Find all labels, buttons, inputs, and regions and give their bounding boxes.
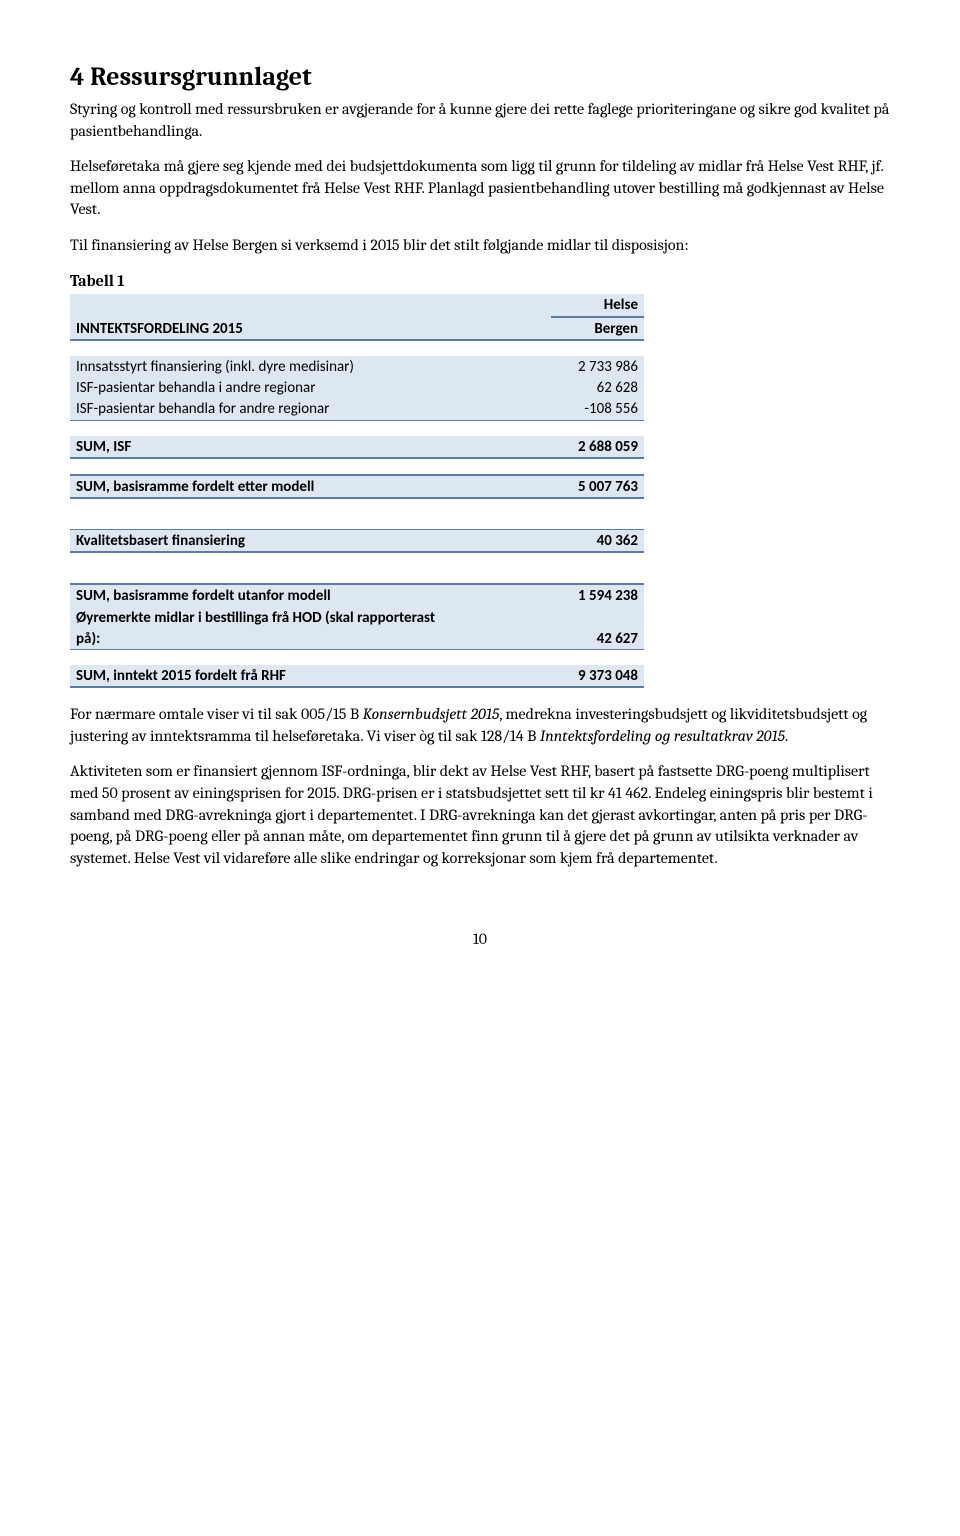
p4-c: .	[785, 727, 788, 745]
paragraph-2: Helseføretaka må gjere seg kjende med de…	[70, 156, 890, 221]
spacer-row	[70, 514, 644, 530]
p4-i1: Konsernbudsjett 2015	[363, 705, 500, 723]
cell-value: 2 733 986	[551, 356, 644, 377]
page-number: 10	[70, 929, 890, 951]
p4-i2: Inntektsfordeling og resultatkrav 2015	[540, 727, 785, 745]
inntekt-table: INNTEKTSFORDELING 2015 Helse Bergen Inns…	[70, 294, 644, 688]
cell-value: 2 688 059	[551, 436, 644, 458]
table-row: SUM, basisramme fordelt utanfor modell 1…	[70, 584, 644, 606]
table-header-row: INNTEKTSFORDELING 2015 Helse	[70, 294, 644, 316]
table-row: SUM, basisramme fordelt etter modell 5 0…	[70, 475, 644, 498]
cell-value: 1 594 238	[551, 584, 644, 606]
cell-label: SUM, basisramme fordelt etter modell	[70, 475, 551, 498]
cell-value: -108 556	[551, 398, 644, 420]
paragraph-1: Styring og kontroll med ressursbruken er…	[70, 99, 890, 142]
cell-label: SUM, inntekt 2015 fordelt frå RHF	[70, 665, 551, 687]
cell-label: SUM, ISF	[70, 436, 551, 458]
table-row: SUM, ISF 2 688 059	[70, 436, 644, 458]
spacer-row	[70, 420, 644, 436]
spacer-row	[70, 498, 644, 514]
spacer-row	[70, 340, 644, 356]
cell-value	[551, 607, 644, 628]
table-label: Tabell 1	[70, 271, 890, 293]
header-right-1: Helse	[551, 294, 644, 316]
cell-label: Øyremerkte midlar i bestillinga frå HOD …	[70, 607, 551, 628]
table-row: ISF-pasientar behandla for andre regiona…	[70, 398, 644, 420]
p4-a: For nærmare omtale viser vi til sak 005/…	[70, 705, 363, 723]
cell-value: 62 628	[551, 377, 644, 398]
cell-value: 42 627	[551, 628, 644, 650]
table-row: Kvalitetsbasert finansiering 40 362	[70, 530, 644, 553]
section-heading: 4 Ressursgrunnlaget	[70, 60, 890, 95]
cell-value: 5 007 763	[551, 475, 644, 498]
table-row: ISF-pasientar behandla i andre regionar …	[70, 377, 644, 398]
table-row: på): 42 627	[70, 628, 644, 650]
spacer-row	[70, 650, 644, 666]
cell-label: Kvalitetsbasert finansiering	[70, 530, 551, 553]
paragraph-4: For nærmare omtale viser vi til sak 005/…	[70, 704, 890, 747]
table-row: Øyremerkte midlar i bestillinga frå HOD …	[70, 607, 644, 628]
spacer-row	[70, 458, 644, 475]
cell-label: Innsatsstyrt finansiering (inkl. dyre me…	[70, 356, 551, 377]
table-row: Innsatsstyrt finansiering (inkl. dyre me…	[70, 356, 644, 377]
header-left: INNTEKTSFORDELING 2015	[70, 294, 551, 340]
cell-value: 9 373 048	[551, 665, 644, 687]
header-right-2: Bergen	[551, 317, 644, 340]
cell-label: SUM, basisramme fordelt utanfor modell	[70, 584, 551, 606]
cell-label: ISF-pasientar behandla for andre regiona…	[70, 398, 551, 420]
spacer-row	[70, 552, 644, 568]
paragraph-3: Til finansiering av Helse Bergen si verk…	[70, 235, 890, 257]
cell-label: ISF-pasientar behandla i andre regionar	[70, 377, 551, 398]
table-row: SUM, inntekt 2015 fordelt frå RHF 9 373 …	[70, 665, 644, 687]
cell-label: på):	[70, 628, 551, 650]
paragraph-5: Aktiviteten som er finansiert gjennom IS…	[70, 761, 890, 869]
cell-value: 40 362	[551, 530, 644, 553]
spacer-row	[70, 568, 644, 584]
